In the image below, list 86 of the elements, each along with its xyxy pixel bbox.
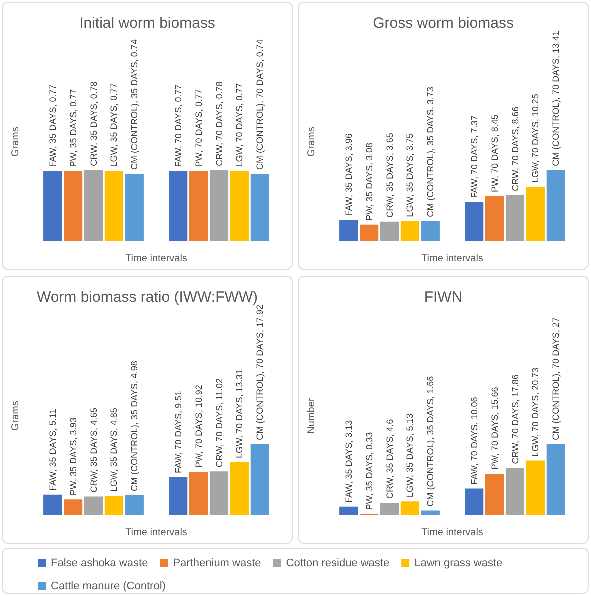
data-label: FAW, 70 DAYS, 9.51	[173, 391, 184, 474]
data-label: CM (CONTROL), 35 DAYS, 4.98	[130, 361, 140, 492]
bar	[84, 496, 104, 516]
chart-title: Gross worm biomass	[373, 15, 514, 32]
bar	[486, 196, 504, 242]
data-label: CRW, 70 DAYS, 0.78	[214, 82, 224, 166]
chart-title: FIWN	[424, 289, 463, 306]
bar	[486, 474, 504, 516]
data-label: FAW, 70 DAYS, 7.37	[469, 116, 480, 198]
data-label: FAW, 35 DAYS, 3.13	[344, 420, 354, 503]
bar	[465, 202, 484, 242]
x-axis-title: Time intervals	[126, 528, 188, 538]
bar	[546, 170, 566, 242]
data-label: LGW, 35 DAYS, 0.77	[109, 83, 120, 168]
bar	[210, 472, 229, 516]
legend-label: Cotton residue waste	[286, 558, 390, 570]
data-label: CRW, 35 DAYS, 4.6	[384, 419, 395, 500]
bar	[380, 222, 400, 242]
data-label: PW, 35 DAYS, 3.08	[364, 142, 374, 221]
data-label: PW, 35 DAYS, 3.93	[68, 418, 78, 496]
data-label: CRW, 35 DAYS, 3.65	[384, 133, 395, 218]
bar	[360, 224, 379, 242]
bar	[526, 460, 545, 516]
data-label: CM (CONTROL), 35 DAYS, 0.74	[130, 40, 140, 170]
bar	[125, 495, 144, 516]
bar	[64, 500, 83, 516]
y-axis-title: Number	[306, 398, 318, 434]
bar	[465, 488, 484, 516]
legend-label: False ashoka waste	[51, 558, 148, 570]
data-label: PW, 70 DAYS, 10.92	[194, 385, 204, 468]
chart-title: Worm biomass ratio (IWW:FWW)	[36, 289, 258, 306]
data-label: CRW, 70 DAYS, 17.86	[510, 374, 520, 464]
bar	[546, 444, 566, 516]
data-label: PW, 70 DAYS, 15.66	[490, 387, 500, 470]
bar	[230, 462, 249, 516]
bar	[421, 221, 440, 242]
data-label: CRW, 70 DAYS, 8.66	[510, 106, 520, 192]
data-label: LGW, 70 DAYS, 13.31	[234, 370, 245, 459]
bar	[421, 510, 440, 516]
bar	[104, 496, 124, 516]
data-label: CRW, 70 DAYS, 11.02	[214, 378, 224, 468]
data-label: FAW, 35 DAYS, 3.96	[344, 134, 354, 216]
data-label: CM (CONTROL), 35 DAYS, 3.73	[426, 87, 436, 218]
bar	[400, 502, 420, 516]
data-label: CM (CONTROL), 35 DAYS, 1.66	[426, 376, 436, 507]
bar	[400, 221, 420, 242]
y-axis-title: Grams	[10, 127, 22, 158]
data-label: LGW, 70 DAYS, 10.25	[530, 94, 541, 184]
data-label: PW, 70 DAYS, 0.77	[194, 89, 204, 168]
data-label: PW, 35 DAYS, 0.33	[364, 432, 374, 510]
data-label: PW, 35 DAYS, 0.77	[68, 89, 78, 168]
legend-label: Parthenium waste	[173, 558, 262, 570]
y-axis-title: Grams	[10, 401, 22, 432]
data-label: LGW, 35 DAYS, 4.85	[109, 408, 120, 492]
bar	[44, 494, 62, 516]
x-axis-title: Time intervals	[126, 254, 188, 264]
data-label: CM (CONTROL), 70 DAYS, 13.41	[551, 30, 562, 166]
legend-label: Cattle manure (Control)	[51, 580, 166, 592]
data-label: PW, 70 DAYS, 8.45	[490, 114, 500, 193]
legend-label: Lawn grass waste	[414, 558, 503, 570]
data-label: CRW, 35 DAYS, 0.78	[88, 82, 99, 166]
data-label: FAW, 35 DAYS, 0.77	[48, 84, 58, 168]
x-axis-title: Time intervals	[422, 254, 484, 264]
data-label: CRW, 35 DAYS, 4.65	[88, 408, 99, 493]
bar	[380, 503, 400, 516]
bar	[340, 506, 358, 516]
data-label: FAW, 70 DAYS, 0.77	[173, 84, 184, 168]
data-label: FAW, 35 DAYS, 5.11	[48, 409, 58, 491]
data-label: CM (CONTROL), 70 DAYS, 0.74	[255, 40, 266, 170]
data-label: LGW, 70 DAYS, 20.73	[530, 368, 541, 457]
bar	[250, 444, 270, 516]
bar	[506, 195, 525, 242]
bar	[506, 468, 525, 516]
data-label: LGW, 35 DAYS, 5.13	[405, 414, 416, 498]
bar	[169, 478, 188, 516]
bar	[340, 220, 358, 242]
data-label: CM (CONTROL), 70 DAYS, 27	[551, 317, 562, 440]
chart-title: Initial worm biomass	[80, 15, 216, 32]
y-axis-title: Grams	[306, 127, 318, 158]
data-label: FAW, 70 DAYS, 10.06	[469, 397, 480, 485]
bar	[190, 472, 208, 516]
data-label: LGW, 70 DAYS, 0.77	[234, 83, 245, 168]
bar	[526, 187, 545, 242]
data-label: CM (CONTROL), 70 DAYS, 17.92	[255, 304, 266, 440]
data-label: LGW, 35 DAYS, 3.75	[405, 133, 416, 218]
x-axis-title: Time intervals	[422, 528, 484, 538]
